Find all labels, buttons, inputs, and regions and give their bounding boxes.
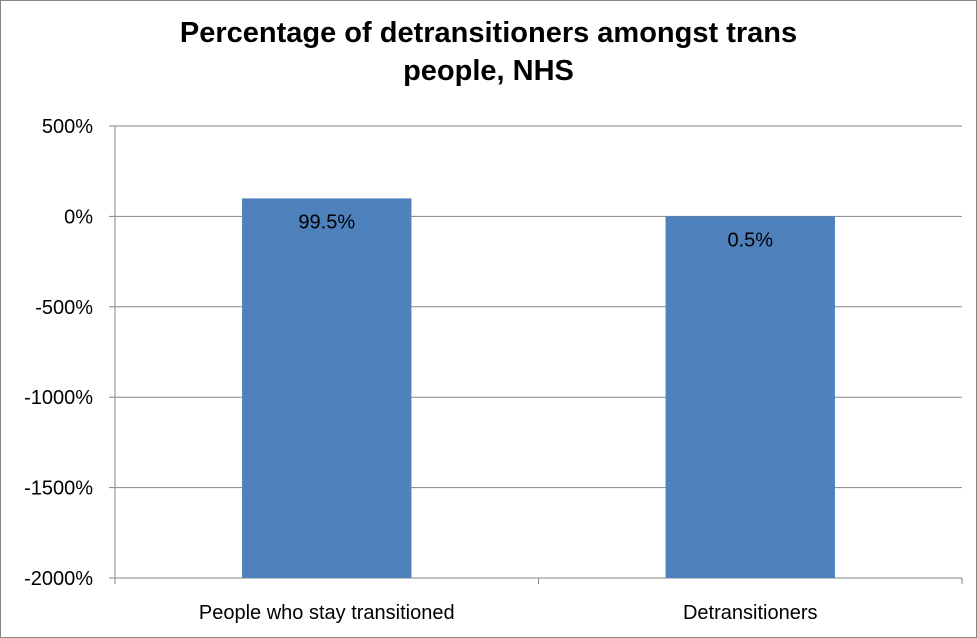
y-tick-label: 500% (42, 116, 93, 138)
y-tick-label: -500% (35, 297, 93, 319)
title-line-1: Percentage of detransitioners amongst tr… (179, 17, 798, 49)
y-tick-label: -1500% (24, 478, 93, 500)
bar (242, 198, 412, 578)
title-line-2: people, NHS (403, 55, 574, 87)
data-label: 99.5% (298, 211, 355, 233)
bar (665, 216, 835, 578)
data-label: 0.5% (727, 229, 773, 251)
y-tick-label: -1000% (24, 387, 93, 409)
x-tick-label: People who stay transitioned (199, 602, 455, 624)
y-tick-label: -2000% (24, 568, 93, 590)
x-tick-label: Detransitioners (683, 602, 818, 624)
y-tick-label: 0% (64, 206, 93, 228)
chart-title: Percentage of detransitioners amongst tr… (0, 14, 977, 90)
